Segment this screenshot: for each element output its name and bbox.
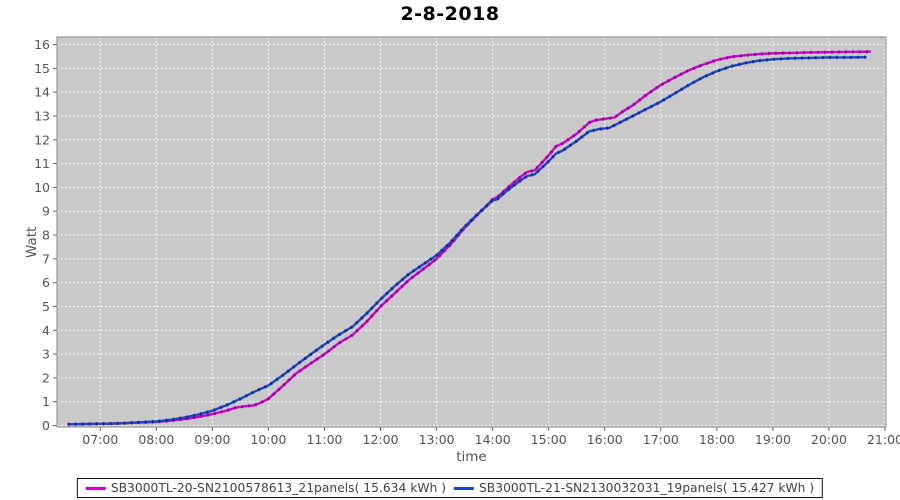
legend-item-series2: SB3000TL-21-SN2130032031_19panels( 15.42…: [454, 481, 814, 495]
y-tick-label: 2: [42, 370, 50, 385]
chart-title: 2-8-2018: [400, 3, 500, 25]
x-tick-label: 13:00: [419, 432, 455, 447]
y-tick-label: 14: [34, 85, 50, 100]
y-tick-label: 12: [34, 132, 50, 147]
y-tick-label: 16: [34, 37, 50, 52]
y-tick-label: 9: [42, 204, 50, 219]
y-tick-label: 15: [34, 61, 50, 76]
series2-line-swatch: [454, 486, 474, 490]
x-tick-label: 14:00: [475, 432, 511, 447]
x-tick-label: 12:00: [363, 432, 399, 447]
y-axis-label: Watt: [24, 226, 40, 258]
y-tick-label: 10: [34, 180, 50, 195]
y-tick-label: 1: [42, 394, 50, 409]
y-tick-label: 8: [42, 228, 50, 243]
y-tick-label: 5: [42, 299, 50, 314]
y-tick-label: 4: [42, 323, 50, 338]
y-tick-label: 3: [42, 347, 50, 362]
x-tick-label: 19:00: [755, 432, 791, 447]
y-tick-label: 0: [42, 418, 50, 433]
x-tick-label: 11:00: [306, 432, 342, 447]
series-line-2: [67, 56, 867, 426]
legend: SB3000TL-20-SN2100578613_21panels( 15.63…: [76, 478, 824, 498]
x-tick-label: 21:00: [867, 432, 900, 447]
plot-border: [56, 36, 887, 428]
x-tick-label: 07:00: [82, 432, 118, 447]
x-tick-label: 20:00: [811, 432, 847, 447]
y-tick-label: 6: [42, 275, 50, 290]
x-tick-label: 09:00: [194, 432, 230, 447]
x-tick-label: 15:00: [531, 432, 567, 447]
x-axis-label: time: [456, 449, 487, 465]
x-tick-label: 16:00: [587, 432, 623, 447]
legend-label-series2: SB3000TL-21-SN2130032031_19panels( 15.42…: [479, 481, 815, 495]
x-tick-label: 18:00: [699, 432, 735, 447]
plot-background: [57, 37, 886, 427]
legend-label-series1: SB3000TL-20-SN2100578613_21panels( 15.63…: [110, 481, 446, 495]
y-tick-label: 11: [34, 156, 50, 171]
x-tick-label: 17:00: [643, 432, 679, 447]
x-tick-label: 08:00: [138, 432, 174, 447]
y-tick-label: 13: [34, 108, 50, 123]
legend-item-series1: SB3000TL-20-SN2100578613_21panels( 15.63…: [85, 481, 446, 495]
x-tick-label: 10:00: [250, 432, 286, 447]
y-tick-label: 7: [42, 251, 50, 266]
series1-line-swatch: [85, 486, 106, 490]
